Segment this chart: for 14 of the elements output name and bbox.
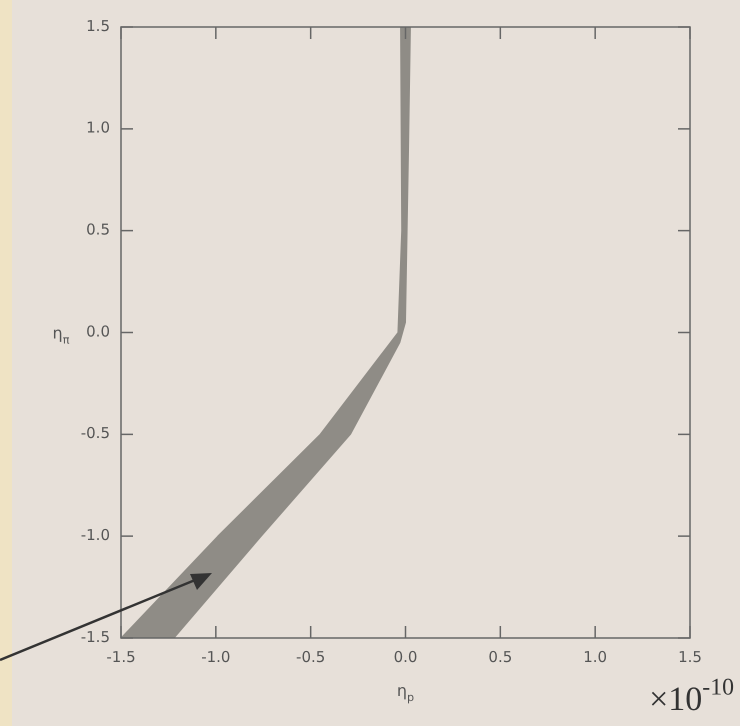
x-tick-label: 1.5 bbox=[678, 648, 702, 666]
y-tick-label: -0.5 bbox=[80, 424, 110, 442]
y-tick-label: 0.0 bbox=[86, 322, 110, 340]
x-tick-label: -1.5 bbox=[106, 648, 136, 666]
x-tick-label: -1.0 bbox=[201, 648, 230, 666]
x-tick-label: 1.0 bbox=[583, 648, 608, 666]
x-tick-label: 0.0 bbox=[394, 648, 418, 666]
y-tick-label: -1.0 bbox=[80, 526, 110, 544]
y-tick-label: 1.0 bbox=[86, 118, 110, 137]
y-tick-label: -1.5 bbox=[80, 628, 110, 646]
x-tick-label: -0.5 bbox=[296, 648, 326, 666]
x-tick-label: 0.5 bbox=[488, 648, 512, 666]
y-tick-label: 1.5 bbox=[86, 16, 110, 35]
y-tick-label: 0.5 bbox=[86, 220, 110, 239]
